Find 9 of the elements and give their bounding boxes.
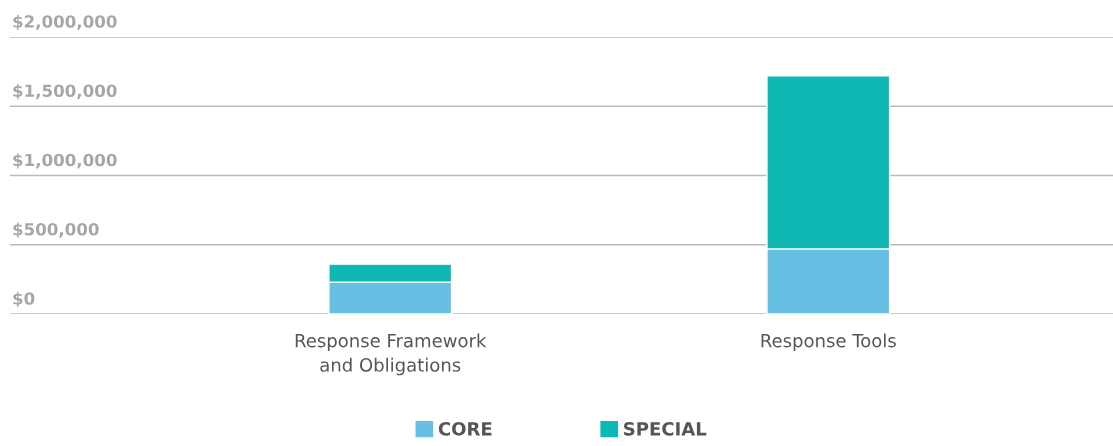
y-tick-label: $1,000,000 — [13, 153, 117, 169]
y-tick-label: $500,000 — [13, 222, 99, 238]
legend-label: CORE — [438, 421, 492, 436]
x-tick-label: Response Tools — [761, 333, 896, 351]
legend-label: SPECIAL — [624, 421, 707, 436]
y-tick-label: $2,000,000 — [13, 14, 117, 30]
x-tick-label: Response Framework and Obligations — [295, 333, 487, 376]
y-tick-label: $1,500,000 — [13, 84, 117, 100]
y-tick-label: $0 — [13, 291, 35, 307]
